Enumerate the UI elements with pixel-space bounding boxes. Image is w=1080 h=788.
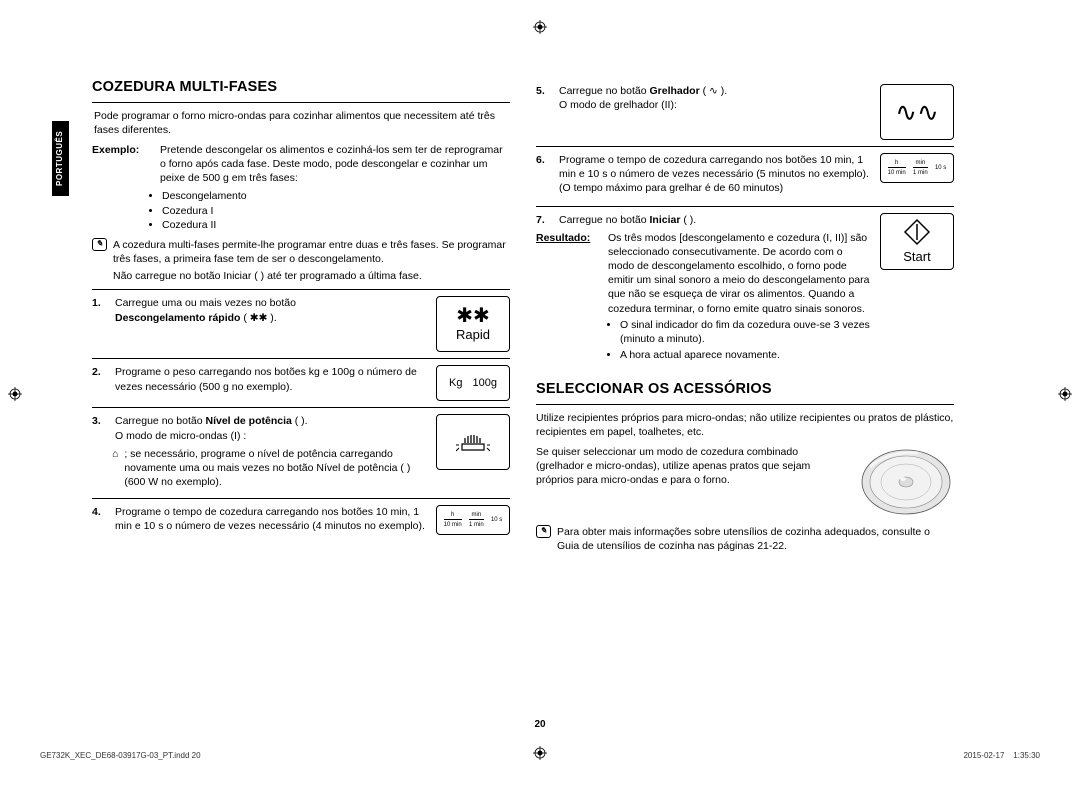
step-num: 1. (92, 296, 107, 324)
acc-p2-row: Se quiser seleccionar um modo de cozedur… (536, 445, 954, 519)
section-title-accessories: SELECCIONAR OS ACESSÓRIOS (536, 380, 954, 400)
start-icon-panel: Start (880, 213, 954, 271)
result-bullets: O sinal indicador do fim da cozedura ouv… (536, 318, 870, 363)
note-icon: ✎ (536, 525, 551, 538)
intro-text: Pode programar o forno micro-ondas para … (92, 109, 510, 137)
step-num: 4. (92, 505, 107, 533)
step-5: 5. Carregue no botão Grelhador ( ∿ ). O … (536, 84, 954, 140)
crop-mark-left (8, 387, 22, 401)
step-4: 4. Programe o tempo de cozedura carregan… (92, 505, 510, 537)
language-tab: PORTUGUÊS (52, 121, 69, 196)
divider (536, 146, 954, 147)
power-note-prefix: ⌂ (112, 447, 118, 461)
phase-item: Descongelamento (162, 189, 510, 203)
100g-label: 100g (472, 376, 496, 391)
crop-mark-right (1058, 387, 1072, 401)
section-title-multi: COZEDURA MULTI-FASES (92, 78, 510, 98)
grill-wave-icon: ∿∿ (895, 99, 939, 125)
step-6: 6. Programe o tempo de cozedura carregan… (536, 153, 954, 200)
step-num: 5. (536, 84, 551, 112)
example-row: Exemplo: Pretende descongelar os aliment… (92, 143, 510, 186)
divider (92, 407, 510, 408)
step-num: 6. (536, 153, 551, 196)
step-num: 2. (92, 365, 107, 393)
kg-label: Kg (449, 376, 462, 391)
note-1a: ✎ A cozedura multi-fases permite-lhe pro… (92, 238, 510, 266)
step-num: 7. (536, 213, 551, 227)
timer-panel: h10 min min1 min 10 s (880, 153, 954, 183)
divider (92, 358, 510, 359)
phase-item: Cozedura I (162, 204, 510, 218)
example-text: Pretende descongelar os alimentos e cozi… (160, 143, 510, 186)
start-diamond-icon (903, 218, 931, 246)
note-icon: ✎ (92, 238, 107, 251)
divider (92, 102, 510, 103)
step-3: 3. Carregue no botão Nível de potência (… (92, 414, 510, 492)
step-1: 1. Carregue uma ou mais vezes no botão D… (92, 296, 510, 352)
result-text: Os três modos [descongelamento e cozedur… (608, 231, 870, 316)
divider (92, 498, 510, 499)
acc-note: ✎ Para obter mais informações sobre uten… (536, 525, 954, 553)
phase-item: Cozedura II (162, 218, 510, 232)
step-2: 2. Programe o peso carregando nos botões… (92, 365, 510, 401)
snowflake-icon: ✱✱ (456, 306, 490, 326)
grill-icon-panel: ∿∿ (880, 84, 954, 140)
microwave-power-icon (456, 428, 490, 456)
divider (536, 404, 954, 405)
divider (92, 289, 510, 290)
turntable-plate-icon (858, 445, 954, 519)
example-label: Exemplo: (92, 143, 152, 186)
divider (536, 206, 954, 207)
acc-p2: Se quiser seleccionar um modo de cozedur… (536, 445, 848, 488)
crop-mark-top (533, 20, 547, 34)
panel-label: Rapid (456, 326, 490, 344)
panel-label: Start (903, 248, 930, 266)
step-7: 7. Carregue no botão Iniciar ( ). Result… (536, 213, 954, 365)
footer-timestamp: 2015-02-17 1:35:30 (963, 751, 1040, 760)
weight-panel: Kg 100g (436, 365, 510, 401)
page-number: 20 (534, 719, 545, 730)
power-note: ; se necessário, programe o nível de pot… (124, 447, 426, 490)
note-1b: Não carregue no botão Iniciar ( ) até te… (92, 269, 510, 283)
footer-filename: GE732K_XEC_DE68-03917G-03_PT.indd 20 (40, 751, 201, 760)
timer-panel: h10 min min1 min 10 s (436, 505, 510, 535)
phase-list: Descongelamento Cozedura I Cozedura II (92, 189, 510, 232)
step-num: 3. (92, 414, 107, 442)
crop-mark-bottom (533, 746, 547, 760)
power-level-icon-panel (436, 414, 510, 470)
acc-p1: Utilize recipientes próprios para micro-… (536, 411, 954, 439)
result-label: Resultado: (536, 231, 600, 316)
rapid-defrost-icon-panel: ✱✱ Rapid (436, 296, 510, 352)
